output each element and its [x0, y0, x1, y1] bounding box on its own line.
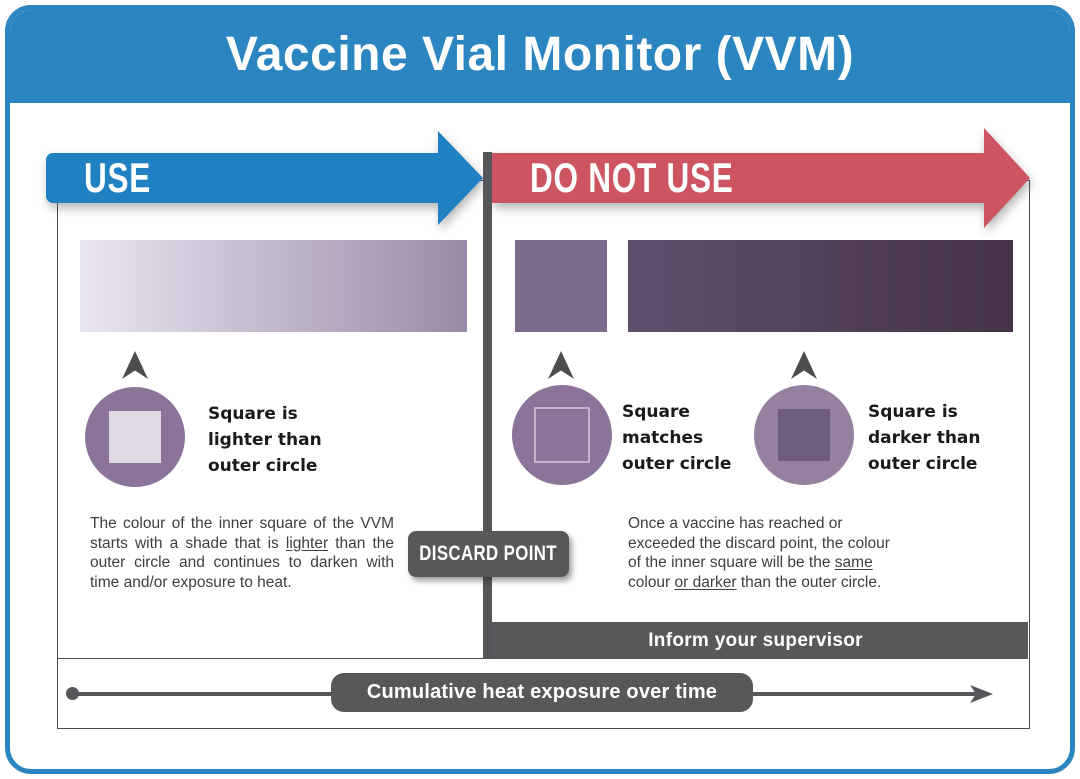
use-arrow-label: USE: [84, 154, 152, 201]
vvm-inner-square-lighter: [109, 411, 161, 463]
caption-square-matches: Square matches outer circle: [622, 402, 732, 474]
pointer-up-icon: [791, 351, 817, 379]
timeline-arrowhead-icon: [970, 685, 993, 703]
discard-point-badge: DISCARD POINT: [408, 531, 569, 577]
vvm-gradient-bar-do-not-use: [628, 240, 1013, 332]
vvm-circle-darker: [754, 385, 854, 485]
do-not-use-arrow: DO NOT USE: [492, 128, 1030, 228]
do-not-use-arrow-body: DO NOT USE: [492, 153, 984, 203]
vvm-circle-matches: [512, 385, 612, 485]
discard-divider-line: [483, 152, 492, 659]
timeline-label-pill: Cumulative heat exposure over time: [331, 673, 753, 712]
do-not-use-arrow-head: [984, 128, 1030, 228]
pointer-up-icon: [122, 351, 148, 379]
do-not-use-arrow-label: DO NOT USE: [530, 154, 734, 201]
pointer-up-icon: [548, 351, 574, 379]
header-band: Vaccine Vial Monitor (VVM): [10, 10, 1070, 103]
page-title: Vaccine Vial Monitor (VVM): [225, 28, 855, 81]
vvm-gradient-bar-use: [80, 240, 467, 332]
use-description: The colour of the inner square of the VV…: [90, 515, 394, 591]
caption-square-lighter: Square is lighter than outer circle: [208, 404, 322, 476]
discard-point-label: DISCARD POINT: [419, 542, 558, 565]
vvm-inner-square-darker: [778, 409, 830, 461]
use-arrow-head: [438, 131, 483, 225]
use-arrow-body: USE: [46, 153, 438, 203]
vvm-inner-square-matches: [534, 407, 590, 463]
vvm-circle-lighter: [85, 387, 185, 487]
do-not-use-description: Once a vaccine has reached or exceeded t…: [628, 515, 890, 591]
vvm-bar-discard-point: [515, 240, 607, 332]
use-arrow: USE: [46, 131, 483, 225]
caption-square-darker: Square is darker than outer circle: [868, 402, 981, 474]
supervisor-banner: Inform your supervisor: [483, 622, 1028, 659]
